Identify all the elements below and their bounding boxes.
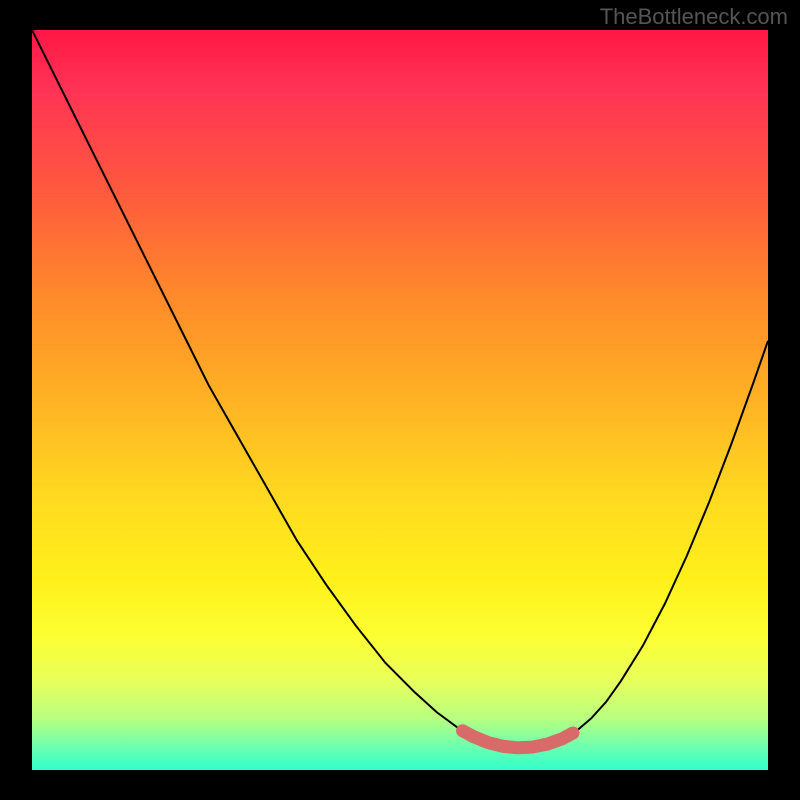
- bottleneck-chart: [32, 30, 768, 770]
- watermark-text: TheBottleneck.com: [600, 4, 788, 30]
- highlight-curve: [463, 731, 573, 748]
- bottleneck-curve: [32, 30, 768, 748]
- chart-background: [32, 30, 768, 770]
